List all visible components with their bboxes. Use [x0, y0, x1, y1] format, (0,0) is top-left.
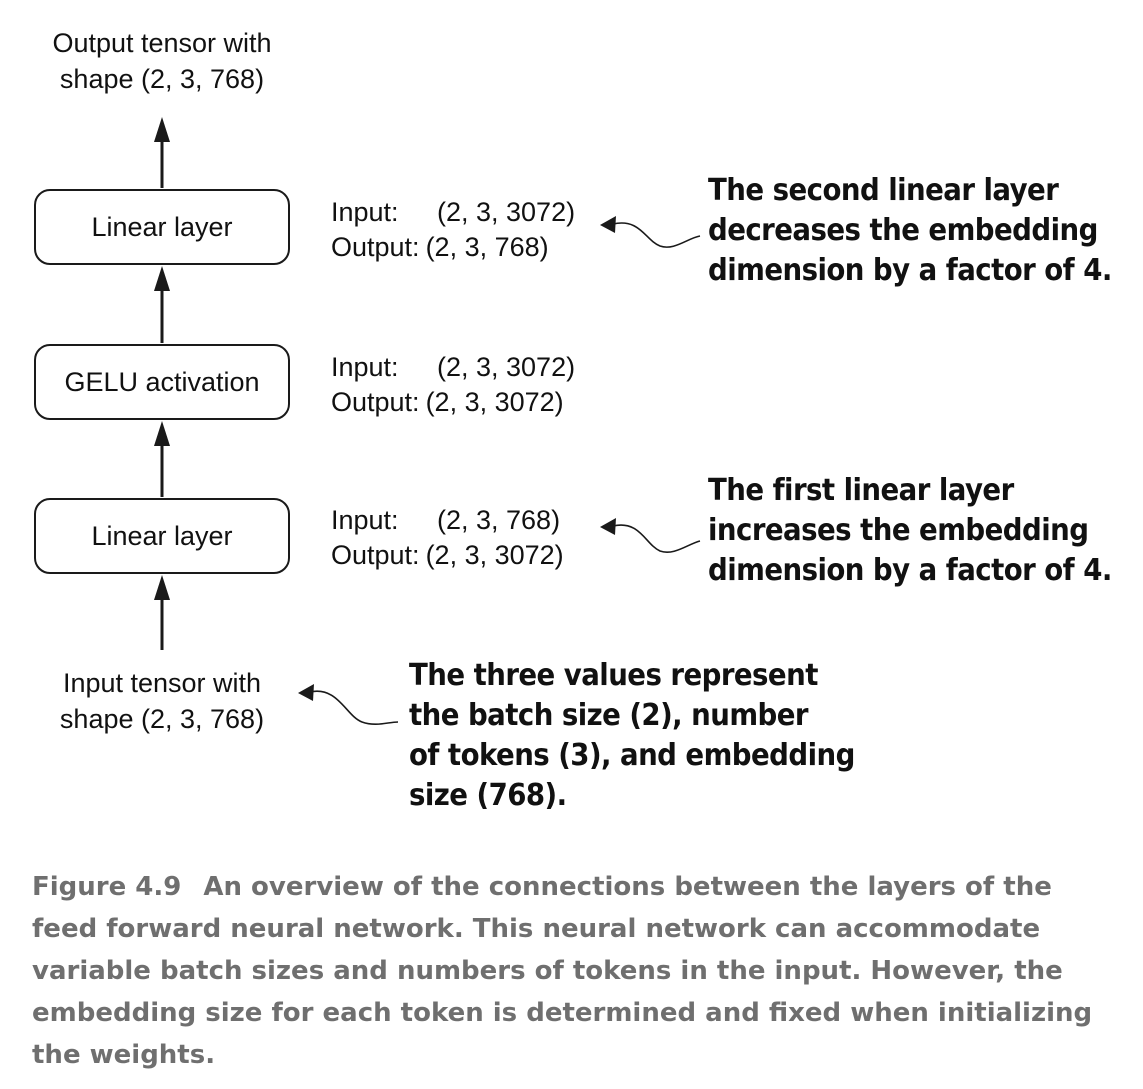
shape-input-key: Input:	[331, 197, 399, 227]
feed-forward-diagram: Output tensor with shape (2, 3, 768) Lin…	[20, 25, 1112, 816]
gelu-activation-box: GELU activation	[34, 344, 290, 420]
input-tensor-label: Input tensor with shape (2, 3, 768)	[20, 665, 304, 737]
arrowhead-linear2	[154, 266, 170, 291]
pointer-head-second-linear	[600, 216, 616, 233]
annotation-line: dimension by a factor of 4.	[708, 253, 1112, 288]
annotation-line: increases the embedding	[708, 513, 1089, 548]
annotation-line: dimension by a factor of 4.	[708, 553, 1112, 588]
linear-layer-1-shapes: Input: (2, 3, 768) Output: (2, 3, 3072)	[331, 503, 564, 573]
linear-layer-2-box: Linear layer	[34, 189, 290, 265]
shape-output-value: (2, 3, 3072)	[425, 387, 564, 417]
annotation-input-values: The three values represent the batch siz…	[409, 656, 855, 816]
shape-input-key: Input:	[331, 352, 399, 382]
annotation-line: The first linear layer	[708, 473, 1014, 508]
figure-label: Figure 4.9	[32, 872, 182, 902]
pointer-second-linear	[612, 222, 701, 248]
shape-output-key: Output:	[331, 540, 420, 570]
gelu-activation-shapes: Input: (2, 3, 3072) Output: (2, 3, 3072)	[331, 350, 575, 420]
annotation-line: The second linear layer	[708, 173, 1059, 208]
shape-output-value: (2, 3, 3072)	[425, 540, 564, 570]
pointer-head-input-values	[298, 684, 314, 701]
annotation-line: size (768).	[409, 778, 567, 813]
shape-input-value: (2, 3, 3072)	[437, 352, 576, 382]
pointer-head-first-linear	[600, 518, 616, 535]
arrowhead-output	[154, 117, 170, 142]
output-tensor-line1: Output tensor with	[52, 28, 272, 58]
annotation-first-linear: The first linear layer increases the emb…	[708, 471, 1112, 591]
annotation-line: decreases the embedding	[708, 213, 1098, 248]
shape-output-value: (2, 3, 768)	[425, 232, 549, 262]
output-tensor-line2: shape (2, 3, 768)	[59, 64, 265, 94]
annotation-line: of tokens (3), and embedding	[409, 738, 855, 773]
output-tensor-label: Output tensor with shape (2, 3, 768)	[20, 25, 304, 97]
linear-layer-2-shapes: Input: (2, 3, 3072) Output: (2, 3, 768)	[331, 195, 575, 265]
input-tensor-line1: Input tensor with	[62, 668, 262, 698]
figure-caption-text: An overview of the connections between t…	[32, 872, 1093, 1070]
connectors	[154, 117, 701, 725]
annotation-line: the batch size (2), number	[409, 698, 809, 733]
linear-layer-1-box: Linear layer	[34, 498, 290, 574]
shape-output-key: Output:	[331, 232, 420, 262]
arrowhead-gelu	[154, 421, 170, 446]
figure-caption: Figure 4.9 An overview of the connections…	[32, 866, 1122, 1076]
shape-output-key: Output:	[331, 387, 420, 417]
arrowhead-linear1	[154, 575, 170, 600]
shape-input-value: (2, 3, 3072)	[437, 197, 576, 227]
pointer-input-values	[309, 690, 399, 725]
pointer-first-linear	[612, 524, 701, 553]
annotation-second-linear: The second linear layer decreases the em…	[708, 171, 1112, 291]
shape-input-key: Input:	[331, 505, 399, 535]
annotation-line: The three values represent	[409, 658, 818, 693]
input-tensor-line2: shape (2, 3, 768)	[59, 704, 265, 734]
shape-input-value: (2, 3, 768)	[437, 505, 561, 535]
